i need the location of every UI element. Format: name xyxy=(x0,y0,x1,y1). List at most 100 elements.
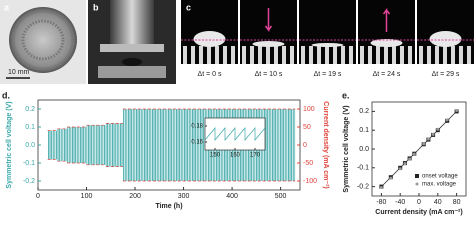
frame-label: Δt = 19 s xyxy=(314,71,342,78)
lattice-disc xyxy=(9,7,77,73)
pillar xyxy=(309,46,313,64)
pillar xyxy=(419,46,423,64)
pillar xyxy=(325,46,329,64)
point-max xyxy=(422,142,426,146)
pillar xyxy=(242,46,246,64)
x-tick-label: -80 xyxy=(376,199,386,206)
pillar xyxy=(443,46,447,64)
pillar xyxy=(231,46,235,64)
pillar xyxy=(290,46,294,64)
arrow xyxy=(264,8,273,33)
x-axis-label: Current density (mA cm⁻²) xyxy=(375,209,462,216)
y2-tick-label: 0 xyxy=(303,142,307,149)
pillar xyxy=(459,46,463,64)
droplet xyxy=(311,43,344,47)
pillar xyxy=(183,46,187,64)
lattice-texture xyxy=(11,9,75,71)
x-tick-label: -40 xyxy=(395,199,405,206)
legend-label: max. voltage xyxy=(422,182,457,188)
point-max xyxy=(403,162,407,166)
panel-label: a xyxy=(4,2,10,12)
voltage-band xyxy=(57,128,68,162)
x-tick-label: 80 xyxy=(453,199,461,206)
legend-label: onset voltage xyxy=(422,174,458,180)
pillar xyxy=(223,46,227,64)
voltage-band xyxy=(47,130,58,160)
x-tick-label: 0 xyxy=(417,199,421,206)
y2-tick-label: 100 xyxy=(303,106,315,113)
y-axis-label: Symmetric cell voltage (V) xyxy=(343,105,350,192)
droplet xyxy=(252,41,285,47)
chart-d: d.0 100 200 300 400 500-0.2-0.10.00.10.2-100-… xyxy=(2,90,329,209)
current-level xyxy=(57,128,68,162)
point-max xyxy=(412,152,416,156)
frame-label: Δt = 10 s xyxy=(255,71,283,78)
panel-label: e. xyxy=(342,90,350,100)
inset-x-tick-label: 160 xyxy=(230,153,241,159)
pillar xyxy=(317,46,321,64)
scale-label: 10 mm xyxy=(8,69,30,76)
y2-tick-label: -50 xyxy=(303,160,313,167)
pillar xyxy=(427,46,431,64)
point-max xyxy=(389,176,393,180)
droplet xyxy=(193,31,226,47)
droplet xyxy=(122,58,142,66)
figure: 10 mm a b Δt = 0 s Δt = 10 s Δt = 19 s Δt =… xyxy=(0,0,474,216)
inset-x-tick-label: 170 xyxy=(250,153,261,159)
point-max xyxy=(408,157,412,161)
pillar xyxy=(250,46,254,64)
pillar xyxy=(368,46,372,64)
lattice xyxy=(98,66,166,78)
y-tick-label: -0.1 xyxy=(23,160,35,167)
point-max xyxy=(398,167,402,171)
lattice-texture xyxy=(21,19,65,61)
point-max xyxy=(426,137,430,141)
voltage-band xyxy=(86,125,97,165)
inset-x-tick-label: 150 xyxy=(210,153,221,159)
y-tick-label: 0.2 xyxy=(359,108,369,115)
point-max xyxy=(436,127,440,131)
current-level xyxy=(96,124,106,166)
point-max xyxy=(455,108,459,112)
pillar xyxy=(349,46,353,64)
voltage-band xyxy=(67,127,77,163)
x-axis-label: Time (h) xyxy=(155,203,182,210)
fit-line xyxy=(381,111,457,187)
y2-axis-label: Current density (mA cm⁻²) xyxy=(322,101,329,188)
x-tick-label: 300 xyxy=(178,193,190,200)
pillar xyxy=(199,46,203,64)
pillar xyxy=(301,46,305,64)
pillar xyxy=(467,46,471,64)
pillar xyxy=(376,46,380,64)
pillar xyxy=(258,46,262,64)
frame-label: Δt = 24 s xyxy=(373,71,401,78)
pillar xyxy=(451,46,455,64)
pillar xyxy=(282,46,286,64)
droplet xyxy=(370,39,403,47)
voltage-band xyxy=(96,125,106,165)
point-max xyxy=(379,186,383,190)
frame-label: Δt = 0 s xyxy=(198,71,222,78)
page: 10 mm a b Δt = 0 s Δt = 10 s Δt = 19 s Δt =… xyxy=(0,0,474,216)
piston xyxy=(110,0,154,48)
voltage-band xyxy=(76,127,87,163)
y2-tick-label: -100 xyxy=(303,178,317,185)
current-level xyxy=(86,124,97,166)
chart-e: e. -80 -40 0 40 80 -0.2 -0.1 0.0 0.1 0.2 onset volt… xyxy=(342,90,467,216)
x-tick-label: 500 xyxy=(275,193,287,200)
pillar xyxy=(266,46,270,64)
pillar xyxy=(191,46,195,64)
y-tick-label: -0.1 xyxy=(357,165,369,172)
current-level xyxy=(47,130,58,160)
pillar xyxy=(384,46,388,64)
pillar xyxy=(341,46,345,64)
pillar xyxy=(400,46,404,64)
y-tick-label: 0.0 xyxy=(25,142,35,149)
inset-y-tick-label: 0.18 xyxy=(191,124,203,130)
y-tick-label: -0.2 xyxy=(23,178,35,185)
point-max xyxy=(431,132,435,136)
y-tick-label: 0.1 xyxy=(25,124,35,131)
pillar xyxy=(408,46,412,64)
frame-label: Δt = 29 s xyxy=(432,71,460,78)
current-level xyxy=(115,123,123,167)
